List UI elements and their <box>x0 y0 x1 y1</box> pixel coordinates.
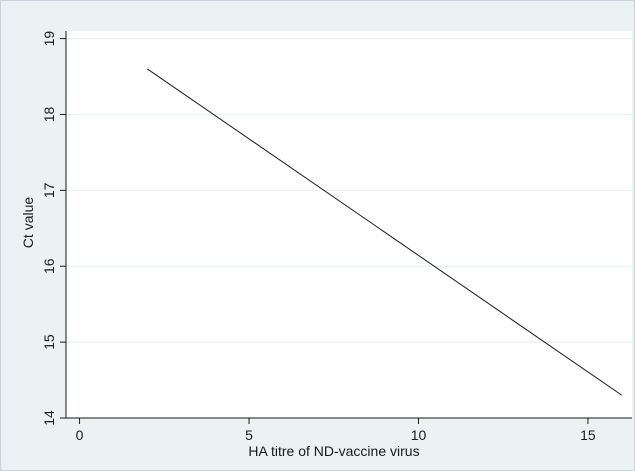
y-tick-label: 19 <box>41 31 57 47</box>
x-tick-label: 15 <box>580 427 596 443</box>
y-tick-label: 16 <box>41 258 57 274</box>
y-tick-label: 15 <box>41 334 57 350</box>
series <box>147 68 623 396</box>
x-tick-label: 5 <box>245 427 253 443</box>
axes: 14 15 16 17 18 19 0 5 10 15 <box>41 31 632 443</box>
x-tick-label: 10 <box>411 427 427 443</box>
y-axis-title: Ct value <box>20 197 36 249</box>
series-line <box>147 68 623 396</box>
y-tick-label: 18 <box>41 106 57 122</box>
plot-area <box>66 31 632 418</box>
y-tick-label: 17 <box>41 182 57 198</box>
x-tick-label: 0 <box>76 427 84 443</box>
y-tick-label: 14 <box>41 410 57 426</box>
x-axis-title: HA titre of ND-vaccine virus <box>248 443 419 459</box>
